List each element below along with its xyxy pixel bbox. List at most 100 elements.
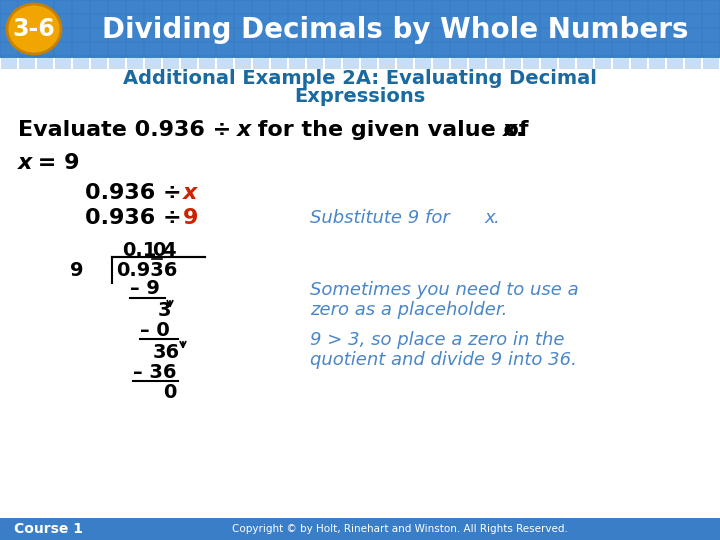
Bar — [595, 29, 611, 41]
Bar — [325, 15, 341, 27]
Bar — [91, 15, 107, 27]
Bar — [109, 29, 125, 41]
Bar — [37, 15, 53, 27]
Bar — [415, 1, 431, 13]
Bar — [145, 29, 161, 41]
Bar — [19, 15, 35, 27]
Bar — [523, 29, 539, 41]
Bar — [361, 29, 377, 41]
Bar — [487, 15, 503, 27]
Bar — [127, 29, 143, 41]
Text: 0.936 ÷: 0.936 ÷ — [85, 208, 189, 228]
Bar — [595, 15, 611, 27]
Bar — [361, 43, 377, 55]
Text: 3: 3 — [158, 300, 171, 320]
Bar — [181, 29, 197, 41]
Bar — [379, 1, 395, 13]
Bar — [451, 43, 467, 55]
Bar — [145, 1, 161, 13]
Text: x: x — [503, 120, 518, 140]
Text: – 0: – 0 — [140, 321, 170, 340]
Bar — [703, 1, 719, 13]
Bar — [19, 43, 35, 55]
Bar — [433, 43, 449, 55]
Text: 9: 9 — [70, 260, 84, 280]
Bar — [19, 57, 35, 69]
Bar — [451, 29, 467, 41]
Bar — [289, 43, 305, 55]
Bar — [397, 43, 413, 55]
Bar — [73, 57, 89, 69]
Text: x: x — [237, 120, 251, 140]
Bar — [181, 1, 197, 13]
Bar — [91, 57, 107, 69]
Bar — [127, 43, 143, 55]
Bar — [181, 43, 197, 55]
Bar — [433, 1, 449, 13]
Bar — [613, 57, 629, 69]
Bar — [325, 43, 341, 55]
Bar — [271, 57, 287, 69]
Text: Sometimes you need to use a: Sometimes you need to use a — [310, 281, 579, 299]
Bar — [523, 57, 539, 69]
Bar — [667, 15, 683, 27]
Bar — [0, 0, 720, 58]
Text: 0: 0 — [152, 240, 166, 260]
Bar — [0, 58, 720, 518]
Bar — [163, 43, 179, 55]
Bar — [523, 15, 539, 27]
Bar — [91, 1, 107, 13]
Text: x: x — [18, 153, 32, 173]
Bar — [73, 43, 89, 55]
Bar — [217, 29, 233, 41]
Bar — [397, 15, 413, 27]
Bar — [235, 43, 251, 55]
Text: 0.936 ÷: 0.936 ÷ — [85, 183, 189, 203]
Bar — [271, 29, 287, 41]
Bar — [703, 43, 719, 55]
Text: 0.936: 0.936 — [116, 260, 177, 280]
Bar — [37, 29, 53, 41]
Bar — [541, 1, 557, 13]
Text: Substitute 9 for: Substitute 9 for — [310, 209, 456, 227]
Bar — [55, 1, 71, 13]
Bar — [631, 57, 647, 69]
Bar — [217, 1, 233, 13]
Bar — [577, 15, 593, 27]
Bar — [415, 57, 431, 69]
Text: Copyright © by Holt, Rinehart and Winston. All Rights Reserved.: Copyright © by Holt, Rinehart and Winsto… — [232, 524, 568, 534]
Bar — [37, 43, 53, 55]
Bar — [541, 43, 557, 55]
Bar — [631, 43, 647, 55]
Bar — [487, 43, 503, 55]
Bar — [181, 15, 197, 27]
Bar — [325, 1, 341, 13]
Bar — [163, 15, 179, 27]
Bar — [595, 43, 611, 55]
Bar — [469, 29, 485, 41]
Bar — [433, 29, 449, 41]
Bar — [415, 29, 431, 41]
Bar — [1, 15, 17, 27]
Bar — [703, 29, 719, 41]
Text: 0: 0 — [163, 383, 176, 402]
Bar — [379, 29, 395, 41]
Bar — [73, 1, 89, 13]
Bar — [343, 29, 359, 41]
Bar — [235, 57, 251, 69]
Bar — [181, 57, 197, 69]
Bar — [379, 15, 395, 27]
Bar — [487, 29, 503, 41]
Bar — [37, 57, 53, 69]
Bar — [1, 1, 17, 13]
Bar — [1, 57, 17, 69]
Bar — [505, 1, 521, 13]
Bar — [649, 1, 665, 13]
Bar — [505, 57, 521, 69]
Ellipse shape — [7, 4, 61, 54]
Bar — [127, 57, 143, 69]
Bar — [235, 15, 251, 27]
Bar — [307, 15, 323, 27]
Text: 9 > 3, so place a zero in the: 9 > 3, so place a zero in the — [310, 331, 564, 349]
Bar — [163, 57, 179, 69]
